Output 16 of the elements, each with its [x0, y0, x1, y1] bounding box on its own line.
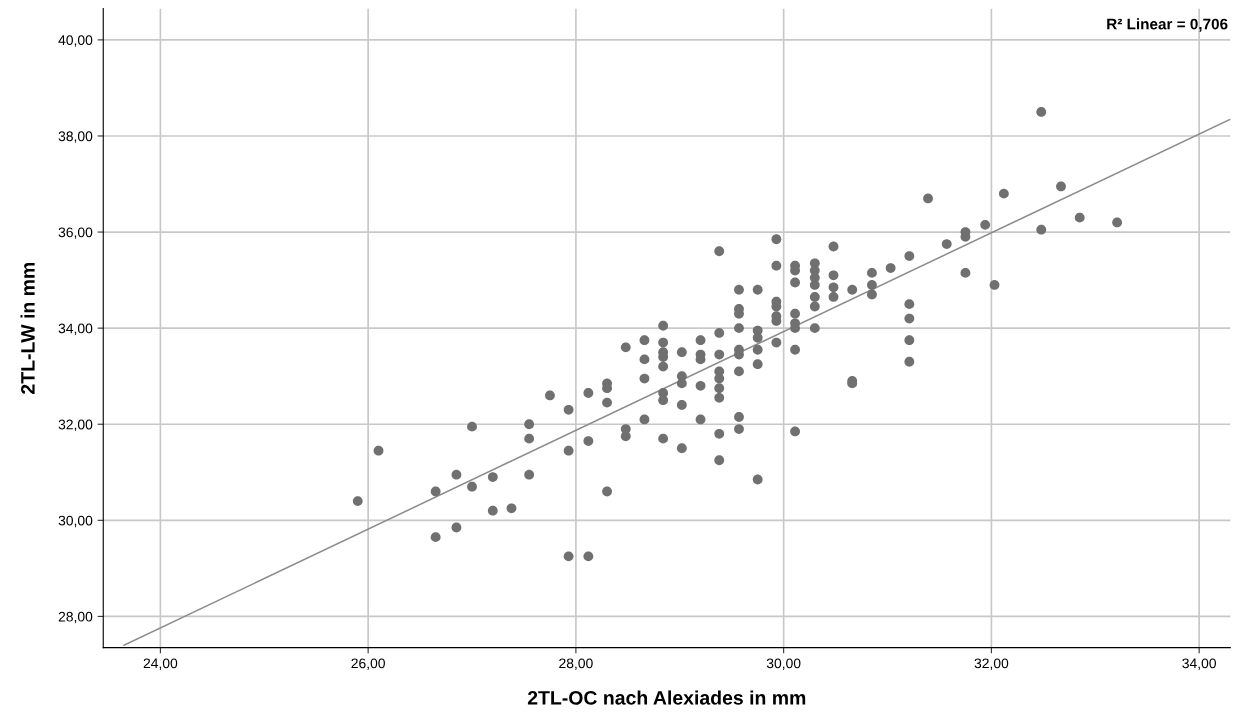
x-tick-label: 30,00 [766, 658, 801, 670]
y-tick-label: 36,00 [58, 227, 93, 239]
x-tick-label: 32,00 [974, 658, 1009, 670]
y-tick-label: 38,00 [58, 131, 93, 143]
x-tick-label: 26,00 [351, 658, 385, 670]
y-tick-label: 34,00 [58, 323, 93, 335]
y-tick-label: 32,00 [58, 419, 93, 432]
y-axis-title: 2TL-LW in mm [20, 262, 35, 394]
x-tick-label: 24,00 [143, 658, 178, 670]
x-tick-label: 34,00 [1182, 658, 1216, 670]
x-axis-title: 2TL-OC nach Alexiades in mm [527, 690, 806, 705]
y-tick-label: 28,00 [58, 611, 93, 624]
y-tick-label: 40,00 [58, 35, 93, 47]
annotation: R² Linear = 0,706 [1107, 18, 1228, 32]
y-tick-label: 30,00 [58, 515, 93, 528]
x-tick-label: 28,00 [559, 658, 593, 670]
